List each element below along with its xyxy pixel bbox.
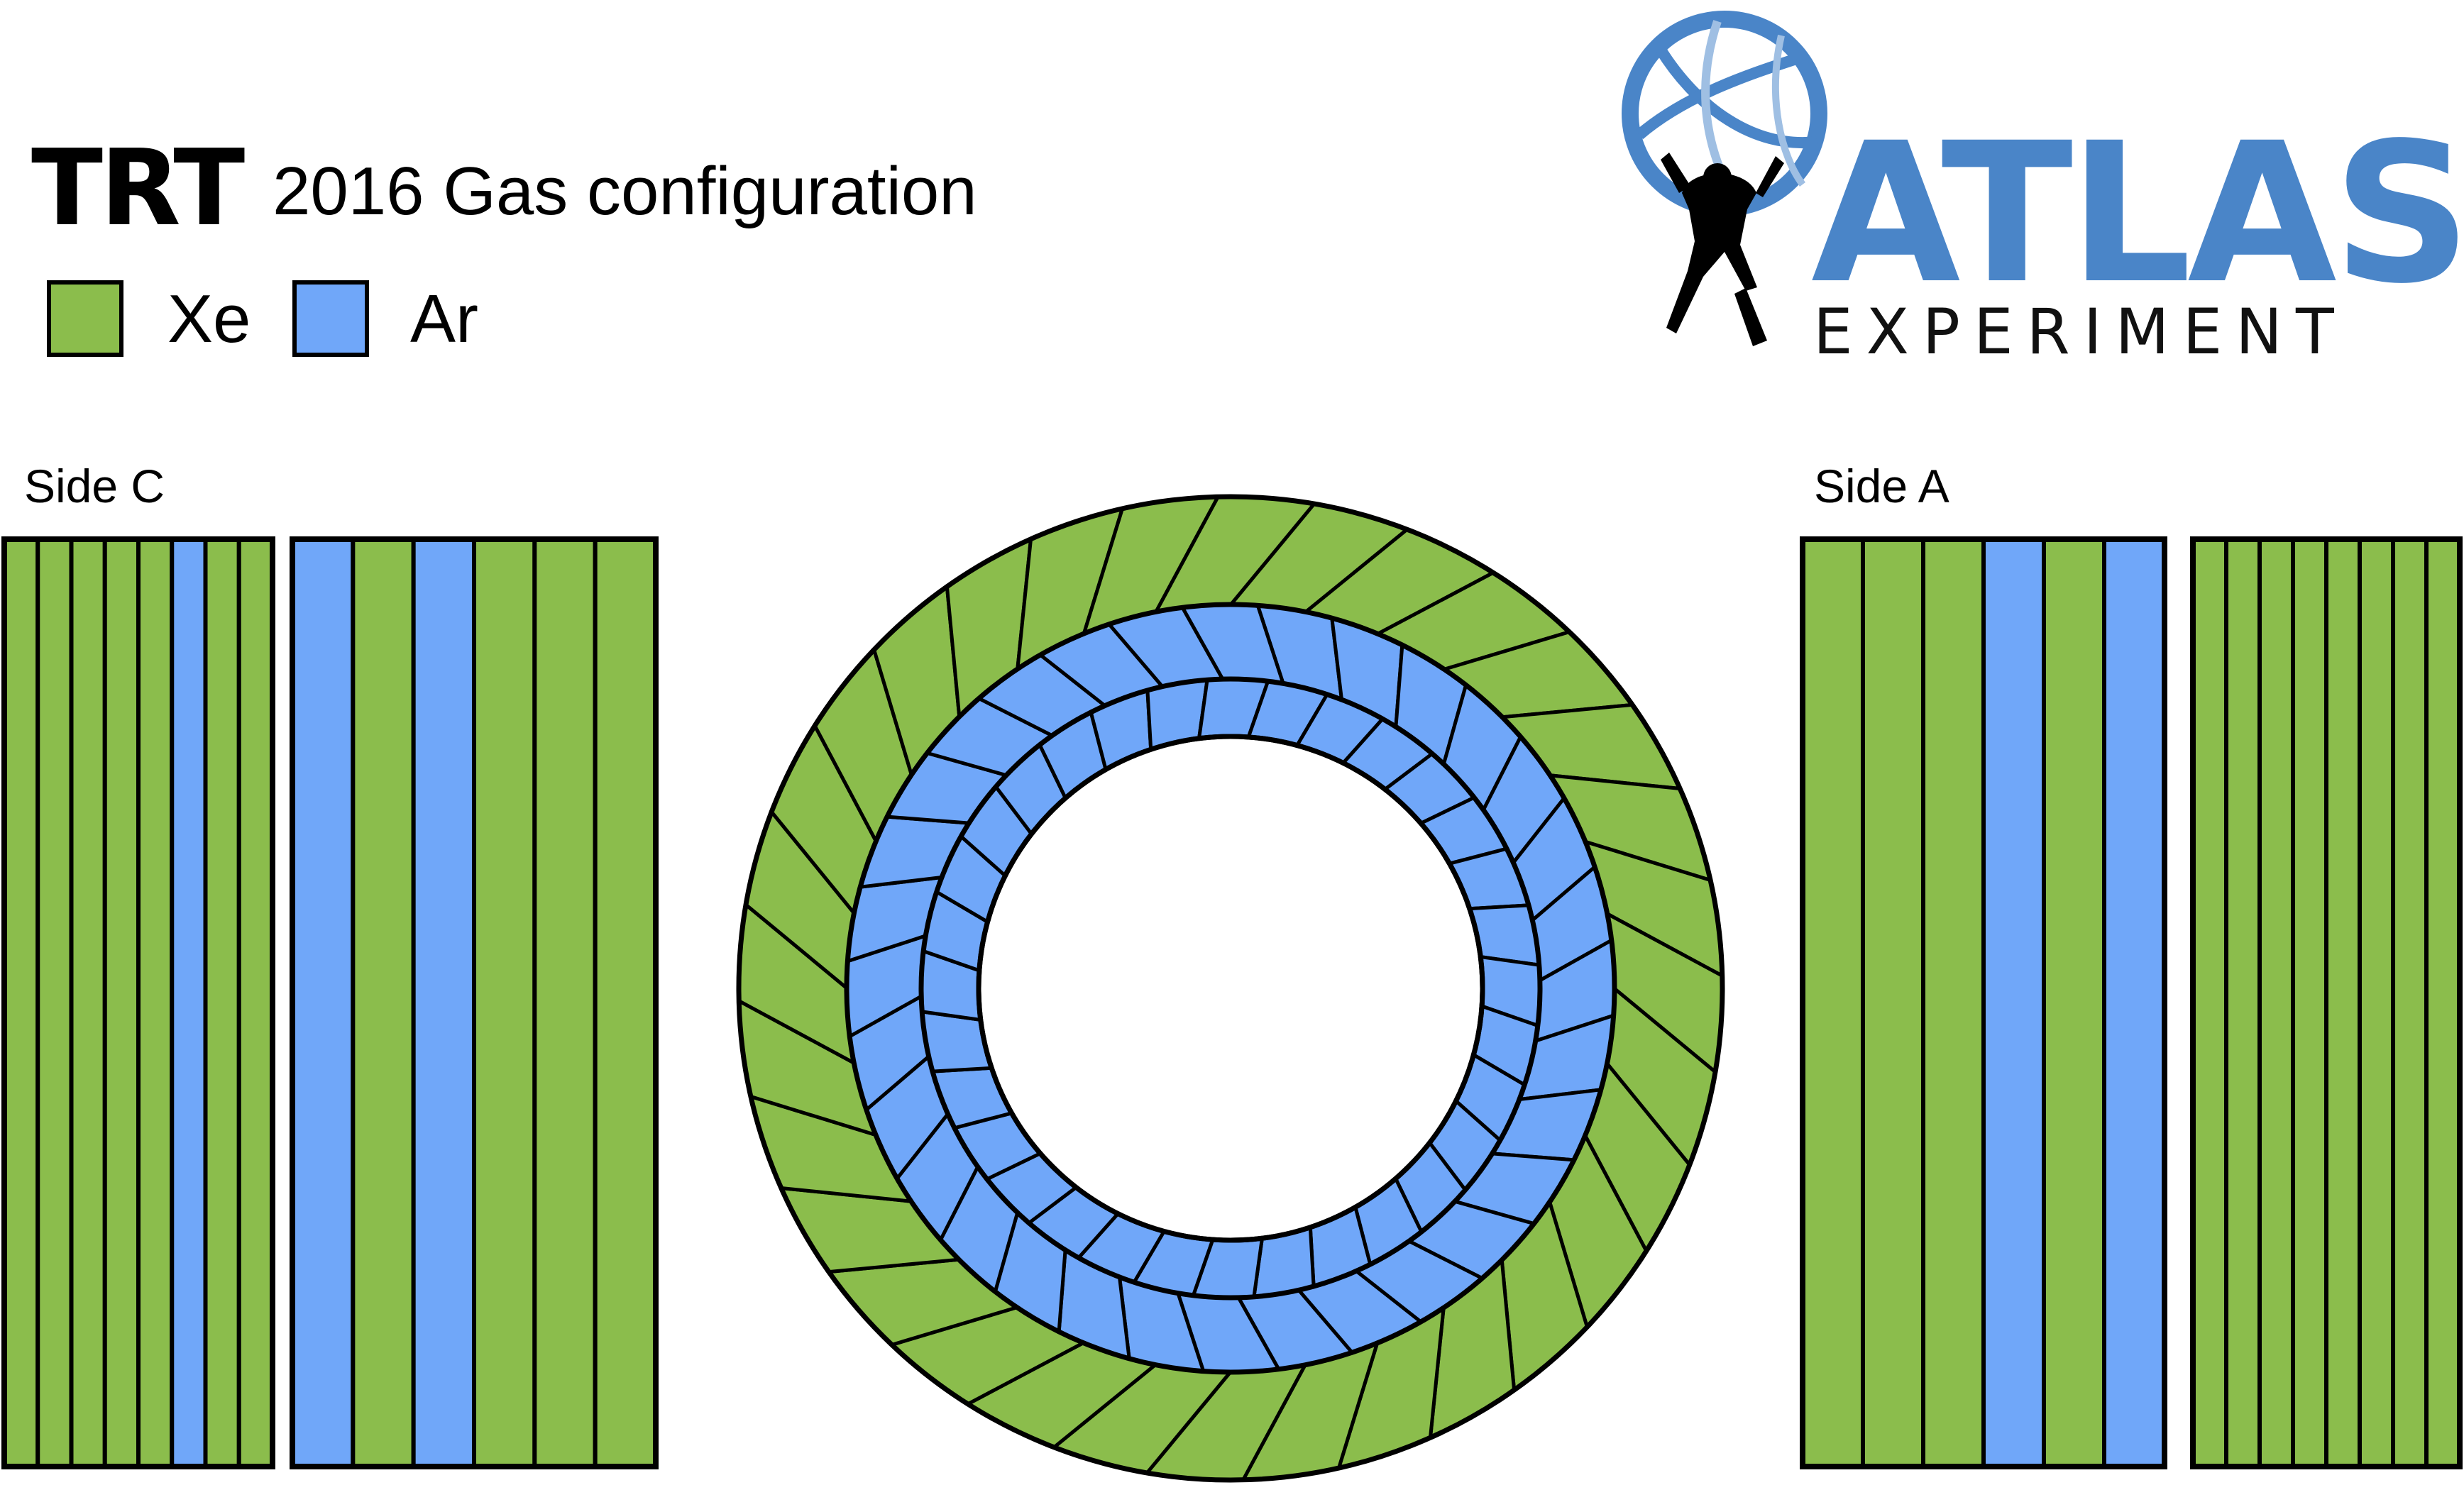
- endcap-a-inner-wheel-3: [1921, 537, 1986, 1469]
- atlas-figure-icon: [1661, 153, 1784, 346]
- endcap-a-inner-wheel-4: [1981, 537, 2046, 1469]
- gas-configuration-title: 2016 Gas configuration: [273, 153, 977, 229]
- endcap-c-inner-wheel-6: [593, 537, 659, 1469]
- trt-label: TRT: [31, 127, 245, 249]
- endcap-a-inner-wheel-2: [1861, 537, 1925, 1469]
- atlas-wordmark: ATLAS: [1811, 102, 2459, 326]
- endcap-c-inner-outline: [290, 536, 659, 1469]
- endcap-c-outer-wheel-3: [69, 537, 107, 1469]
- endcap-c-outer-wheel-2: [35, 537, 74, 1469]
- endcap-c-inner-wheel-1: [290, 537, 356, 1469]
- endcap-a-inner-wheel-5: [2042, 537, 2106, 1469]
- legend-swatch-xe: [47, 280, 123, 357]
- barrel-ring-boundary-1: [736, 494, 1725, 1483]
- endcap-a-inner-wheels: [1800, 536, 2167, 1469]
- endcap-c-outer-wheel-4: [102, 537, 141, 1469]
- endcap-a-outer-wheel-8: [2424, 537, 2462, 1469]
- endcap-a-outer-wheel-7: [2391, 537, 2429, 1469]
- endcap-a-outer-wheel-1: [2191, 537, 2228, 1469]
- endcap-c-inner-wheels: [290, 536, 659, 1469]
- endcap-c-outer-outline: [1, 536, 275, 1469]
- endcap-c-inner-wheel-5: [532, 537, 598, 1469]
- endcap-a-outer-wheel-3: [2257, 537, 2295, 1469]
- endcap-c-inner-wheel-3: [411, 537, 477, 1469]
- endcap-c-inner-wheel-2: [351, 537, 416, 1469]
- endcap-a-outer-wheel-5: [2324, 537, 2362, 1469]
- endcap-c-inner-wheel-4: [472, 537, 537, 1469]
- endcap-c-outer-wheels: [1, 536, 275, 1469]
- atlas-logo: ATLAS EXPERIMENT: [1622, 11, 2459, 368]
- endcap-c-outer-wheel-7: [203, 537, 241, 1469]
- endcap-a-outer-wheels: [2190, 536, 2463, 1469]
- endcap-a-outer-wheel-4: [2291, 537, 2328, 1469]
- side-a-label: Side A: [1814, 460, 1949, 512]
- barrel-bore: [981, 739, 1480, 1237]
- endcap-a-outer-wheel-6: [2358, 537, 2395, 1469]
- endcap-c-outer-wheel-6: [170, 537, 208, 1469]
- side-c-label: Side C: [24, 460, 165, 512]
- endcap-c-outer-wheel-8: [236, 537, 275, 1469]
- endcap-a-inner-wheel-6: [2102, 537, 2167, 1469]
- barrel-ring-boundary-3: [918, 676, 1543, 1301]
- barrel-cross-section: [736, 494, 1725, 1483]
- endcap-a-inner-wheel-1: [1800, 537, 1865, 1469]
- legend-label-xe: Xe: [167, 281, 251, 357]
- legend-swatch-ar: [292, 280, 369, 357]
- endcap-a-outer-outline: [2190, 536, 2463, 1469]
- endcap-c-outer-wheel-1: [2, 537, 40, 1469]
- experiment-wordmark: EXPERIMENT: [1813, 295, 2348, 368]
- barrel-bore-edge: [976, 734, 1485, 1243]
- legend-label-ar: Ar: [410, 281, 478, 357]
- barrel-ring-boundary-2: [844, 602, 1617, 1375]
- endcap-a-outer-wheel-2: [2224, 537, 2262, 1469]
- endcap-c-outer-wheel-5: [136, 537, 175, 1469]
- endcap-a-inner-outline: [1800, 536, 2167, 1469]
